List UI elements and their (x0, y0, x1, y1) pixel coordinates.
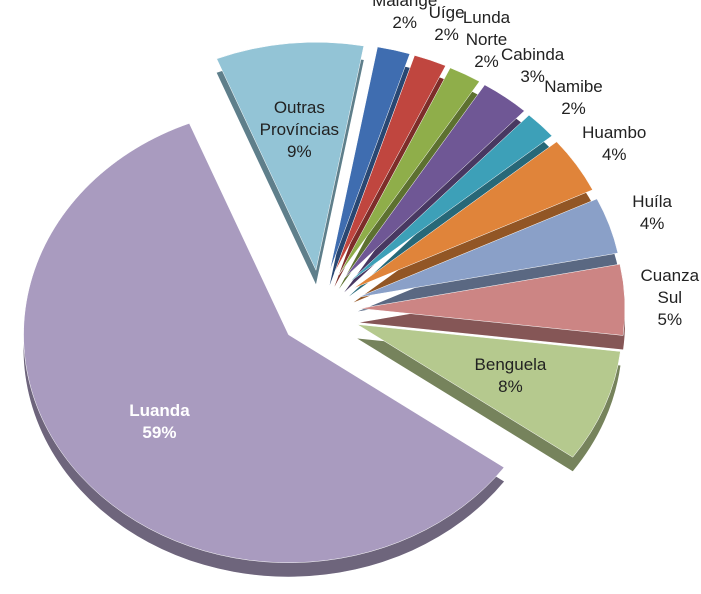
percent-label: 2% (392, 13, 417, 33)
slice (216, 41, 365, 271)
category-label: Benguela (474, 354, 547, 374)
data-label: Cabinda 3% (493, 44, 573, 88)
slice (329, 46, 411, 272)
percent-label: 5% (657, 310, 683, 330)
slice-side (329, 60, 410, 286)
data-label: Outras Províncias 9% (239, 97, 359, 163)
data-label: Namibe 2% (533, 76, 613, 120)
slice (357, 324, 621, 458)
slice-side-face (329, 60, 410, 286)
slice (23, 123, 505, 563)
slice (334, 55, 446, 273)
percent-label: 8% (498, 376, 523, 396)
data-label: Malange 2% (365, 0, 445, 34)
slice (357, 198, 619, 298)
slice (344, 84, 525, 279)
category-label: Cabinda (500, 45, 565, 65)
category-label: Huambo (582, 122, 647, 142)
percent-label: 2% (561, 99, 586, 119)
category-label: Huíla (632, 192, 672, 212)
percent-label: 59% (142, 423, 177, 443)
data-label: Benguela 8% (450, 354, 570, 398)
category-label: Uíge (428, 3, 465, 22)
data-label: Uíge 2% (407, 2, 487, 46)
category-label: Namibe (544, 77, 603, 97)
percent-label: 2% (434, 25, 459, 44)
data-label: Huambo 4% (574, 122, 654, 166)
category-label: Cuanza Sul (640, 266, 700, 308)
percent-label: 4% (639, 214, 665, 234)
data-label: Luanda 59% (99, 400, 219, 444)
percent-label: 2% (474, 52, 499, 72)
slice (353, 141, 593, 289)
category-label: Lunda Norte (462, 8, 511, 50)
slice (338, 67, 480, 275)
category-label: Malange (372, 0, 438, 11)
slice (348, 114, 553, 283)
slice (359, 263, 626, 336)
data-label: Huíla 4% (612, 191, 692, 235)
category-label: Outras Províncias (259, 97, 340, 139)
percent-label: 4% (601, 144, 627, 164)
percent-label: 3% (520, 67, 545, 87)
data-label: Cuanza Sul 5% (630, 265, 701, 331)
slice-side-shade (329, 60, 410, 286)
data-label: Lunda Norte 2% (446, 7, 526, 73)
category-label: Luanda (129, 401, 190, 421)
percent-label: 9% (287, 141, 312, 161)
